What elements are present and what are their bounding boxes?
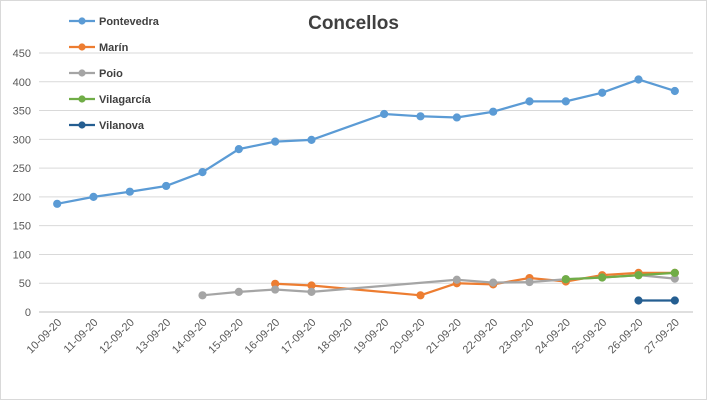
data-point [416,112,425,121]
x-tick-label: 25-09-20 [570,317,610,357]
y-tick-label: 100 [13,249,31,261]
legend-label: Vilagarcía [99,94,152,106]
chart-title: Concellos [308,13,399,34]
data-point [489,107,498,116]
x-tick-label: 23-09-20 [497,317,537,357]
data-point [271,285,280,294]
series-3 [561,268,679,284]
legend-label: Poio [99,68,123,80]
data-point [525,277,534,287]
data-point [198,291,207,300]
data-point [634,75,643,84]
data-point [307,287,316,296]
data-point [53,199,62,208]
legend: Pontevedra Marín Poio Vilagarcía Vilanova [69,16,160,132]
legend-swatch-marker [78,43,86,51]
x-tick-label: 21-09-20 [424,317,464,357]
data-point [125,187,134,196]
x-tick-label: 19-09-20 [352,317,392,357]
data-point [561,97,570,106]
x-tick-label: 17-09-20 [279,317,319,357]
data-point [307,135,316,145]
data-point [670,268,679,277]
legend-label: Pontevedra [99,16,160,28]
y-tick-label: 300 [13,134,31,146]
data-point [598,273,607,282]
data-point [634,271,643,280]
x-tick-label: 14-09-20 [170,317,210,357]
data-point [452,275,461,284]
x-tick-label: 10-09-20 [25,317,65,357]
x-tick-label: 15-09-20 [206,317,246,357]
x-tick-label: 12-09-20 [97,317,137,357]
legend-label: Marín [99,42,129,54]
series-lines [53,75,679,305]
y-tick-label: 50 [19,278,31,290]
y-tick-label: 0 [25,307,31,319]
x-tick-label: 22-09-20 [461,317,501,357]
series-1 [271,268,679,300]
series-0 [53,75,679,208]
gridlines [39,52,693,313]
data-point [234,145,243,154]
data-point [89,192,98,201]
data-point [380,109,389,119]
legend-label: Vilanova [99,120,145,132]
legend-entry: Poio [69,68,123,80]
y-tick-label: 350 [13,106,31,118]
x-tick-label: 16-09-20 [243,317,283,357]
data-point [489,278,498,287]
data-point [416,291,425,300]
data-point [598,88,607,97]
y-tick-label: 200 [13,192,31,204]
y-tick-label: 450 [13,48,31,60]
legend-swatch-marker [78,69,86,77]
y-axis-ticks: 0 50 100 150 200 250 300 350 400 450 [13,48,31,319]
data-point [670,86,679,96]
x-tick-label: 13-09-20 [134,317,174,357]
y-tick-label: 250 [13,163,31,175]
legend-entry: Pontevedra [69,16,160,28]
x-tick-label: 20-09-20 [388,317,428,357]
x-tick-label: 27-09-20 [642,317,682,357]
legend-entry: Vilanova [69,120,145,132]
series-4 [634,296,679,305]
y-tick-label: 150 [13,221,31,233]
legend-entry: Vilagarcía [69,94,152,106]
x-tick-label: 26-09-20 [606,317,646,357]
data-point [234,287,243,296]
data-point [452,113,461,122]
series-line [274,271,676,297]
y-tick-label: 400 [13,77,31,89]
data-point [525,97,534,106]
data-point [271,137,280,146]
data-point [198,168,207,177]
data-point [634,296,643,305]
x-tick-label: 11-09-20 [62,317,101,356]
legend-entry: Marín [69,42,129,54]
x-tick-label: 18-09-20 [315,317,355,357]
x-tick-label: 24-09-20 [533,317,573,357]
data-point [162,181,171,191]
series-line [564,271,676,281]
data-point [670,296,679,305]
legend-swatch-marker [78,17,86,25]
legend-swatch-marker [78,95,86,103]
data-point [561,275,570,284]
x-axis-ticks: 10-09-2011-09-2012-09-2013-09-2014-09-20… [25,317,682,357]
legend-swatch-marker [78,121,86,129]
